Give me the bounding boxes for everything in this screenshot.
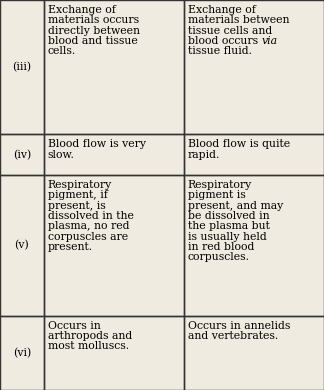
Text: in red blood: in red blood bbox=[188, 242, 254, 252]
Bar bbox=[44, 175, 184, 316]
Bar bbox=[0, 134, 44, 175]
Text: (iv): (iv) bbox=[13, 149, 31, 160]
Text: the plasma but: the plasma but bbox=[188, 221, 270, 231]
Text: tissue cells and: tissue cells and bbox=[188, 26, 272, 35]
Text: Blood flow is quite: Blood flow is quite bbox=[188, 139, 290, 149]
Text: present, and may: present, and may bbox=[188, 201, 283, 211]
Text: most molluscs.: most molluscs. bbox=[48, 342, 129, 351]
Text: corpuscles.: corpuscles. bbox=[188, 252, 250, 262]
Text: rapid.: rapid. bbox=[188, 150, 220, 160]
Text: Respiratory: Respiratory bbox=[48, 180, 112, 190]
Text: present, is: present, is bbox=[48, 201, 106, 211]
Text: slow.: slow. bbox=[48, 150, 75, 160]
Text: materials between: materials between bbox=[188, 15, 289, 25]
Bar bbox=[184, 134, 324, 175]
Text: be dissolved in: be dissolved in bbox=[188, 211, 270, 221]
Text: directly between: directly between bbox=[48, 26, 140, 35]
Text: blood occurs: blood occurs bbox=[188, 36, 261, 46]
Text: arthropods and: arthropods and bbox=[48, 331, 132, 341]
Bar bbox=[0, 175, 44, 316]
Text: Blood flow is very: Blood flow is very bbox=[48, 139, 146, 149]
Bar bbox=[44, 134, 184, 175]
Text: and vertebrates.: and vertebrates. bbox=[188, 331, 278, 341]
Text: blood and tissue: blood and tissue bbox=[48, 36, 137, 46]
Text: Exchange of: Exchange of bbox=[48, 5, 116, 15]
Text: (vi): (vi) bbox=[13, 348, 31, 358]
Bar bbox=[44, 0, 184, 134]
Text: present.: present. bbox=[48, 242, 93, 252]
Text: Occurs in: Occurs in bbox=[48, 321, 100, 331]
Text: pigment, if: pigment, if bbox=[48, 190, 108, 200]
Bar bbox=[0, 316, 44, 390]
Text: (v): (v) bbox=[15, 240, 29, 251]
Bar bbox=[184, 0, 324, 134]
Text: cells.: cells. bbox=[48, 46, 76, 56]
Text: Occurs in annelids: Occurs in annelids bbox=[188, 321, 290, 331]
Bar bbox=[184, 175, 324, 316]
Bar bbox=[0, 0, 44, 134]
Text: pigment is: pigment is bbox=[188, 190, 246, 200]
Bar bbox=[184, 316, 324, 390]
Text: tissue fluid.: tissue fluid. bbox=[188, 46, 252, 56]
Text: corpuscles are: corpuscles are bbox=[48, 232, 128, 241]
Text: plasma, no red: plasma, no red bbox=[48, 221, 129, 231]
Text: via: via bbox=[261, 36, 277, 46]
Text: dissolved in the: dissolved in the bbox=[48, 211, 133, 221]
Text: materials occurs: materials occurs bbox=[48, 15, 139, 25]
Text: is usually held: is usually held bbox=[188, 232, 267, 241]
Text: Respiratory: Respiratory bbox=[188, 180, 252, 190]
Text: (iii): (iii) bbox=[12, 62, 31, 72]
Bar bbox=[44, 316, 184, 390]
Text: Exchange of: Exchange of bbox=[188, 5, 256, 15]
